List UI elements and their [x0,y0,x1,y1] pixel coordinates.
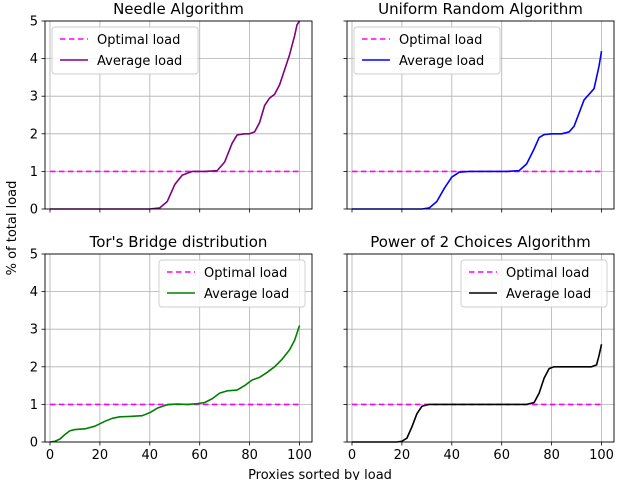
x-tick-label: 40 [444,448,461,463]
y-tick-label: 5 [30,15,38,30]
y-tick-label: 0 [30,436,38,451]
subplot-title: Power of 2 Choices Algorithm [370,233,591,251]
legend-label: Average load [399,54,484,69]
subplots: 0 1 2 3 4 5 Needle Algorithm Optimal load Averag… [30,0,615,463]
legend-label: Average load [97,54,182,69]
x-tick-label: 60 [493,448,510,463]
legend-box [460,259,608,308]
x-tick-label: 100 [287,448,312,463]
legend: Optimal load Average load [353,26,501,75]
y-tick-label: 1 [30,165,38,180]
axes-frame [44,20,313,210]
x-tick-label: 80 [543,448,560,463]
y-tick-label: 5 [30,248,38,263]
legend: Optimal load Average load [51,26,199,75]
legend-label: Optimal load [506,266,589,281]
y-tick-label: 4 [30,285,38,300]
x-tick-label: 20 [394,448,411,463]
x-tick-label: 40 [142,448,159,463]
subplot-1: 0 1 2 3 4 5 Needle Algorithm Optimal load Averag… [30,0,313,218]
average-load-line [49,325,301,443]
average-load-line [351,50,603,210]
figure-ylabel: % of total load [5,181,20,276]
legend-box [353,26,501,75]
average-load-line [351,344,603,443]
y-tick-label: 4 [30,52,38,67]
y-tick-label: 2 [30,127,38,142]
x-tick-label: 0 [46,448,54,463]
legend-label: Average load [204,287,289,302]
legend-box [51,26,199,75]
y-tick-label: 3 [30,323,38,338]
legend-label: Optimal load [204,266,287,281]
subplot-title: Uniform Random Algorithm [378,0,583,18]
y-tick-label: 0 [30,203,38,218]
x-tick-label: 80 [241,448,258,463]
legend: Optimal load Average load [158,259,306,308]
subplot-2: Uniform Random Algorithm Optimal load Aver… [343,0,615,213]
axes-frame [44,253,313,443]
legend-label: Optimal load [97,33,180,48]
figure-xlabel: Proxies sorted by load [248,468,392,480]
x-tick-label: 0 [348,448,356,463]
axes-frame [346,20,615,210]
average-load-line [49,20,301,210]
subplot-4: 0 20 40 60 80 100 Power of 2 Choices Algorithm… [343,233,615,463]
legend: Optimal load Average load [460,259,608,308]
x-tick-label: 60 [191,448,208,463]
legend-label: Optimal load [399,33,482,48]
axes-frame [346,253,615,443]
subplot-title: Tor's Bridge distribution [89,233,268,251]
subplot-title: Needle Algorithm [113,0,244,18]
subplot-3: 0 20 40 60 80 100 0 1 2 3 4 5 Tor's Bridge distribut… [30,233,313,463]
legend-label: Average load [506,287,591,302]
y-tick-label: 2 [30,360,38,375]
x-tick-label: 20 [92,448,109,463]
y-tick-label: 1 [30,398,38,413]
y-tick-label: 3 [30,90,38,105]
x-tick-label: 100 [589,448,614,463]
legend-box [158,259,306,308]
